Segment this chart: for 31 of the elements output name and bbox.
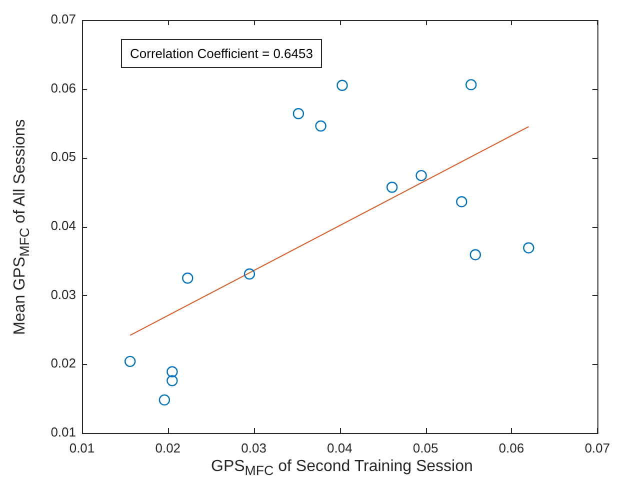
x-tick-label: 0.05	[412, 440, 438, 456]
point	[416, 170, 427, 182]
point	[182, 272, 194, 284]
x-axis-title: GPS$_{MFC}$ of Second Training Session	[211, 458, 473, 478]
point	[470, 249, 481, 260]
y-tick-label: 0.03	[50, 286, 76, 302]
x-tick-label: 0.02	[155, 440, 181, 456]
x-tick-label: 0.04	[327, 440, 352, 456]
y-tick-label: 0.05	[50, 149, 76, 164]
point	[465, 79, 477, 90]
point	[244, 268, 256, 280]
point	[124, 356, 136, 368]
point	[315, 120, 326, 132]
y-tick-label: 0.02	[50, 356, 76, 371]
annotation: Correlation Coefficient = 0.6453	[121, 39, 322, 68]
point	[166, 375, 178, 386]
point	[386, 182, 398, 193]
y-tick-label: 0.04	[50, 218, 76, 234]
point	[158, 394, 170, 406]
point	[166, 366, 178, 378]
point	[456, 196, 468, 208]
x-tick-label: 0.07	[584, 440, 610, 456]
x-tick-label: 0.01	[69, 440, 95, 456]
x-tick-label: 0.03	[241, 440, 266, 456]
point	[292, 108, 304, 120]
y-tick-label: 0.01	[50, 424, 76, 440]
x-tick-label: 0.06	[498, 440, 524, 456]
point	[336, 80, 348, 91]
y-tick-label: 0.06	[50, 80, 76, 96]
point	[523, 242, 534, 254]
y-tick-label: 0.07	[50, 12, 76, 27]
